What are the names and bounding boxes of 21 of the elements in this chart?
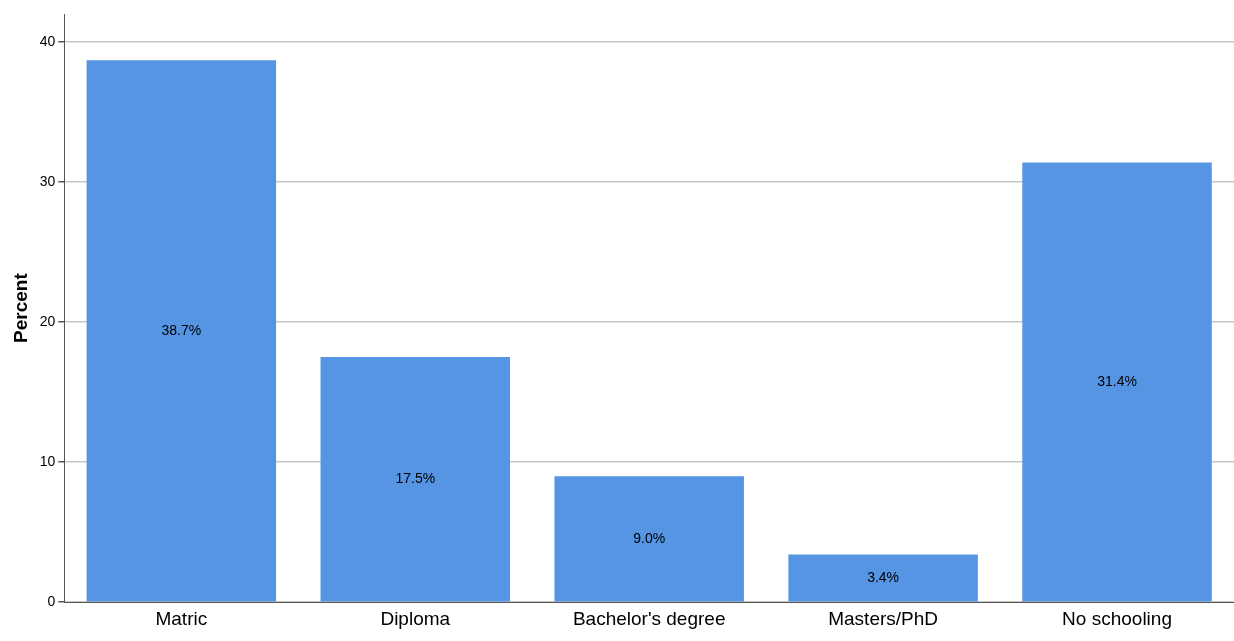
y-tick-label: 30	[39, 172, 56, 189]
y-axis-title: Percent	[9, 272, 31, 343]
data-label: 38.7%	[161, 321, 202, 338]
bar	[554, 476, 744, 602]
data-label: 3.4%	[867, 568, 900, 585]
bar	[86, 60, 277, 602]
data-label: 31.4%	[1097, 372, 1137, 389]
x-tick-label: No schooling	[1062, 607, 1172, 629]
bar	[320, 357, 510, 602]
x-tick-label: Bachelor's degree	[572, 607, 726, 629]
y-tick-label: 20	[39, 312, 56, 329]
data-label: 17.5%	[395, 470, 436, 487]
bar	[1022, 162, 1212, 602]
bar	[788, 554, 978, 602]
data-label: 9.0%	[633, 529, 666, 546]
y-tick-label: 0	[47, 593, 56, 610]
y-tick-label: 10	[39, 453, 56, 470]
x-tick-label: Diploma	[380, 607, 451, 629]
x-tick-label: Matric	[155, 607, 208, 629]
y-tick-label: 40	[39, 32, 56, 49]
x-tick-label: Masters/PhD	[828, 607, 939, 629]
